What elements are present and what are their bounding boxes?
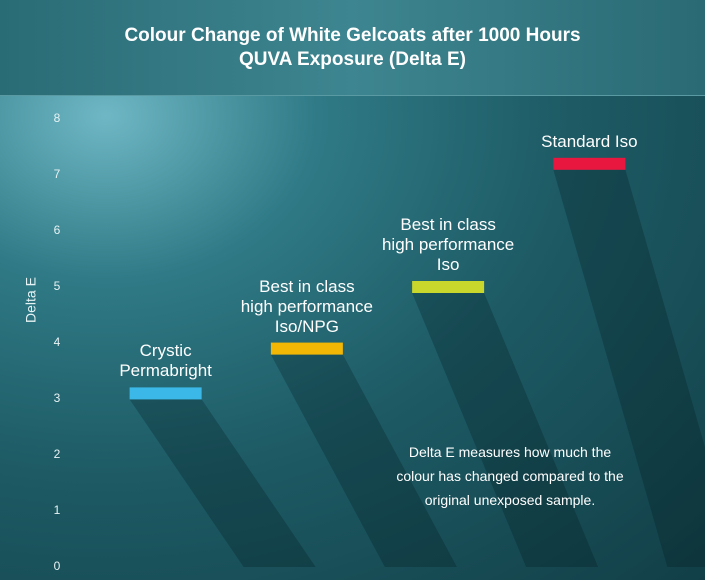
bar [271, 343, 343, 355]
y-tick-label: 0 [54, 559, 61, 573]
bar [553, 158, 625, 170]
y-axis-label: Delta E [23, 277, 39, 323]
category-label: Best in class high performance Iso [363, 215, 533, 275]
bar [412, 281, 484, 293]
shadow [130, 399, 316, 567]
category-label: Standard Iso [504, 132, 674, 152]
category-label: Crystic Permabright [81, 341, 251, 381]
y-tick-label: 7 [54, 167, 61, 181]
y-tick-label: 1 [54, 503, 61, 517]
y-tick-label: 3 [54, 391, 61, 405]
category-label: Best in class high performance Iso/NPG [222, 277, 392, 337]
chart: Delta E 0 1 2 3 4 5 6 7 8 Colour Change of White… [0, 0, 705, 580]
y-tick-label: 8 [54, 111, 61, 125]
y-tick-label: 2 [54, 447, 61, 461]
shadow [412, 293, 598, 567]
annotation: Delta E measures how much the colour has… [360, 440, 660, 512]
y-tick-label: 4 [54, 335, 61, 349]
chart-title: Colour Change of White Gelcoats after 10… [0, 24, 705, 72]
bar [130, 387, 202, 399]
y-tick-label: 5 [54, 279, 61, 293]
y-tick-label: 6 [54, 223, 61, 237]
